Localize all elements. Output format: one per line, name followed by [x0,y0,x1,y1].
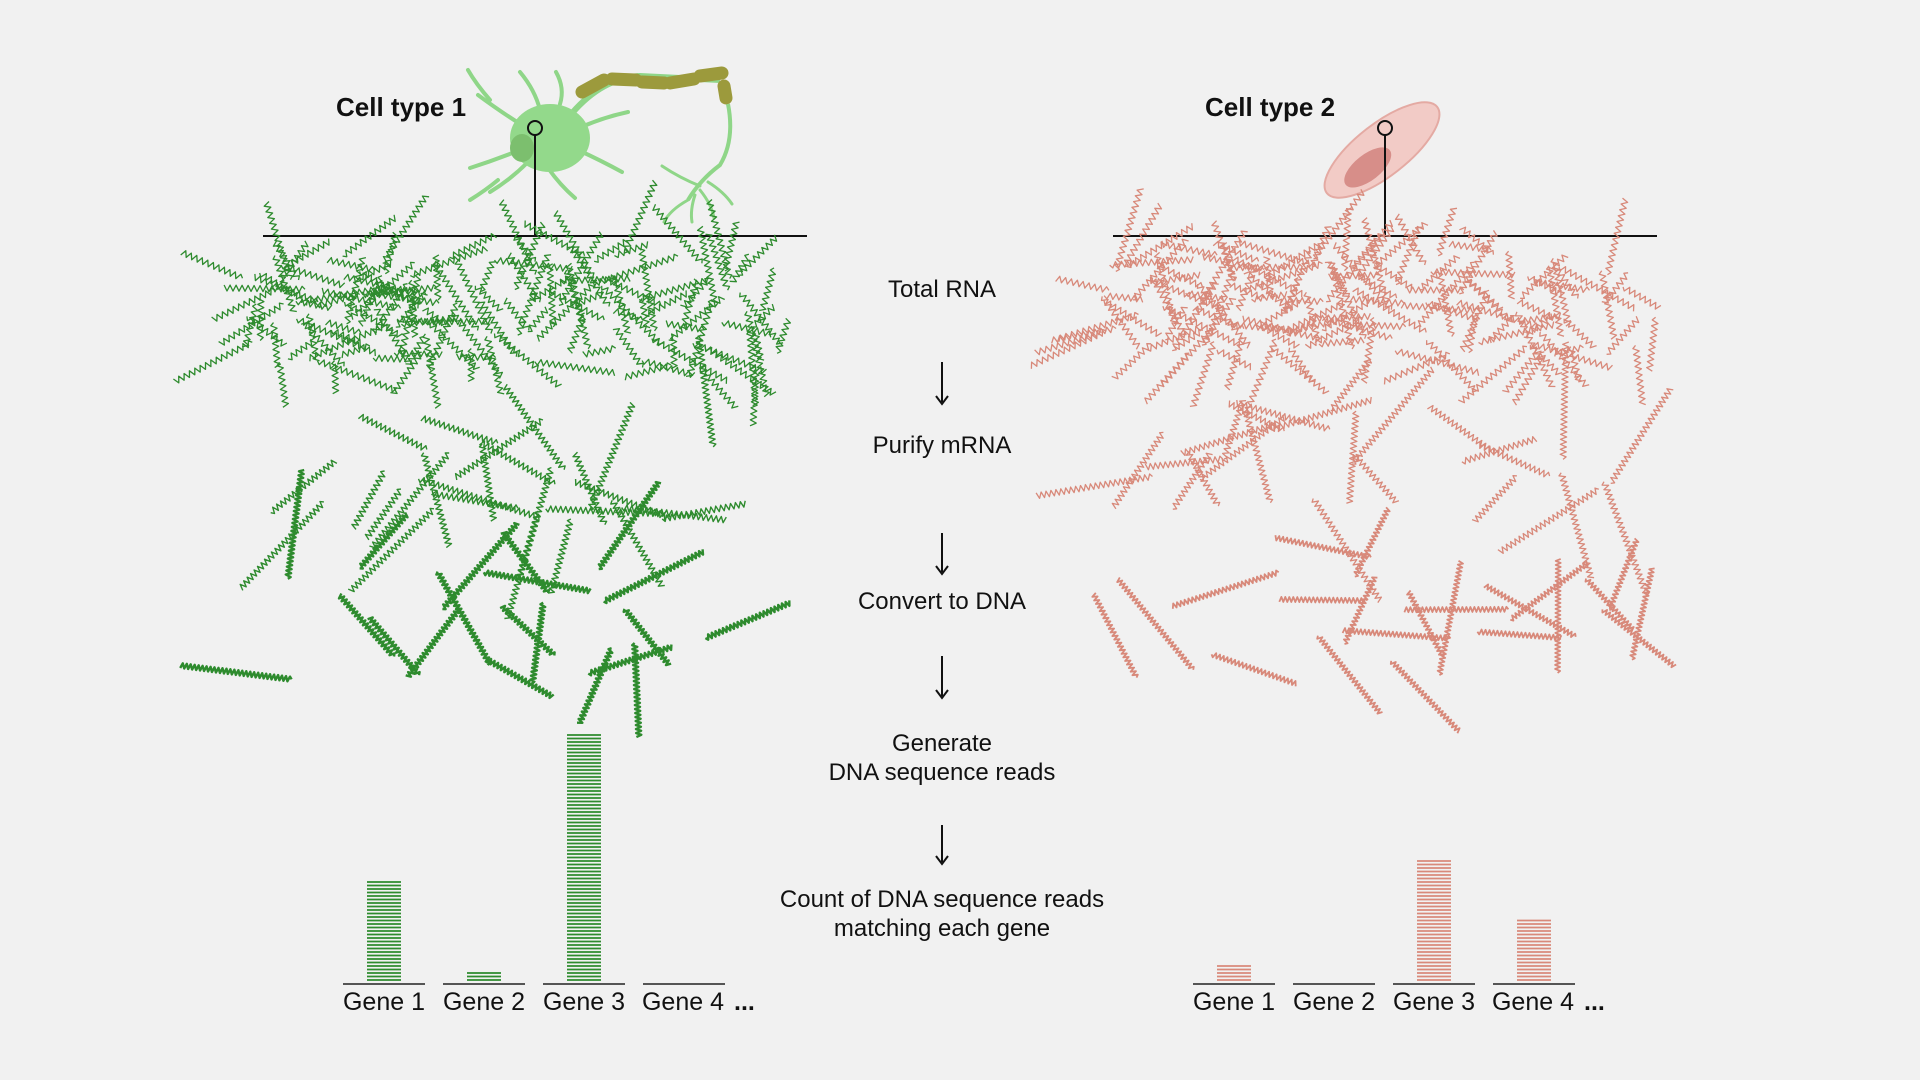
cell2-mrna [1035,341,1674,603]
step-total-rna: Total RNA [887,276,997,303]
flow-arrow-4 [935,825,949,866]
cell2-gene-4-label: Gene 4 [1491,988,1574,1016]
cell2-gene-4-bar [1517,919,1551,981]
step-purify-mrna: Purify mRNA [872,432,1012,459]
cell1-gene-1-label: Gene 1 [342,988,425,1016]
cell2-sample-circle [1377,120,1393,136]
cell1-ellipsis: ... [734,988,755,1016]
neuron-cell-icon [466,66,734,224]
cell1-mrna [239,334,746,620]
cell1-gene-2-bar [467,972,501,981]
cell1-gene-3-bar [567,734,601,981]
fibroblast-cell-icon [1323,101,1441,199]
step-count-reads: Count of DNA sequence reads matching eac… [779,886,1105,942]
cell2-gene-3-bar [1417,860,1451,981]
cell1-total-rna [173,179,792,427]
flow-arrow-1 [935,362,949,406]
cell1-sample-circle [527,120,543,136]
cell2-gene-1-label: Gene 1 [1192,988,1275,1016]
cell2-cdna [1091,506,1677,734]
flow-arrow-3 [935,656,949,700]
cell2-ellipsis: ... [1584,988,1605,1016]
cell1-gene-2-label: Gene 2 [442,988,525,1016]
flow-arrow-2 [935,533,949,576]
cell2-gene-1-bar [1217,965,1251,981]
cell2-gene-3-label: Gene 3 [1392,988,1475,1016]
sample-markers [263,120,1657,237]
step-convert-dna: Convert to DNA [857,588,1027,615]
cell1-gene-1-bar [367,881,401,981]
cell2-total-rna [1030,188,1662,419]
step-generate-reads: Generate DNA sequence reads [828,730,1056,786]
cell2-gene-2-label: Gene 2 [1292,988,1375,1016]
cell1-gene-4-label: Gene 4 [641,988,724,1016]
cell1-title: Cell type 1 [336,92,467,122]
cell2-title: Cell type 2 [1205,92,1336,122]
cell1-gene-3-label: Gene 3 [542,988,625,1016]
cell1-cdna [179,468,791,739]
